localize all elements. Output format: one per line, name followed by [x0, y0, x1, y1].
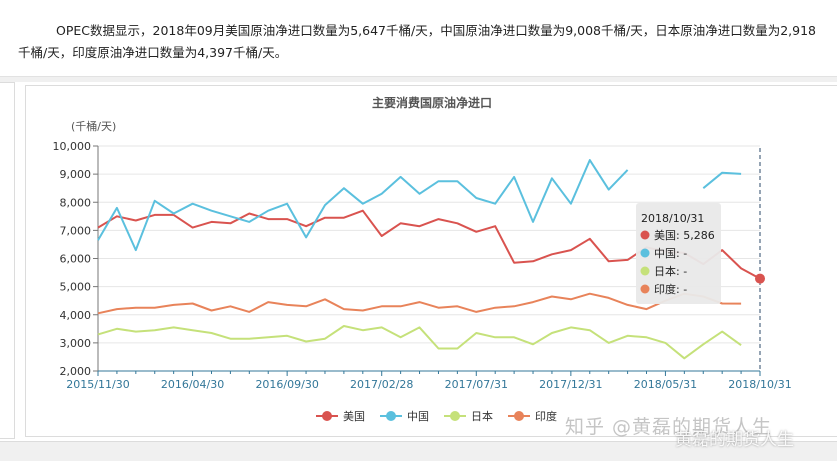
tooltip-box	[636, 203, 721, 304]
y-tick-label: 10,000	[53, 140, 92, 153]
legend-label: 印度	[535, 409, 557, 423]
y-tick-label: 8,000	[60, 196, 92, 209]
y-tick-label: 4,000	[60, 309, 92, 322]
legend-label: 日本	[471, 409, 493, 423]
x-tick-label: 2017/07/31	[445, 378, 508, 391]
legend-marker	[322, 411, 332, 421]
y-tick-label: 2,000	[60, 365, 92, 378]
legend-marker	[386, 411, 396, 421]
legend[interactable]: 美国 中国 日本 印度	[316, 409, 557, 423]
y-tick-label: 9,000	[60, 168, 92, 181]
y-axis-ticks: 2,000 3,000 4,000 5,000 6,000 7,000 8,000 9,000…	[53, 140, 99, 378]
y-tick-label: 6,000	[60, 253, 92, 266]
grid-lines	[98, 145, 760, 372]
tooltip-marker-india	[640, 284, 650, 294]
article-section: OPEC数据显示，2018年09月美国原油净进口数量为5,647千桶/天，中国原…	[0, 0, 837, 76]
article-text: OPEC数据显示，2018年09月美国原油净进口数量为5,647千桶/天，中国原…	[18, 23, 816, 60]
bottom-bar	[0, 441, 837, 461]
legend-marker	[514, 411, 524, 421]
y-tick-label: 5,000	[60, 281, 92, 294]
legend-label: 美国	[343, 410, 365, 423]
legend-item-japan[interactable]: 日本	[444, 409, 493, 423]
tooltip-marker-japan	[640, 266, 650, 276]
series-line-china	[97, 159, 742, 252]
legend-item-us[interactable]: 美国	[316, 410, 365, 423]
tooltip-row-japan: 日本: -	[654, 264, 687, 278]
x-tick-label: 2017/02/28	[350, 378, 413, 391]
legend-item-india[interactable]: 印度	[508, 409, 557, 423]
watermark: 知乎 @黄磊的期货人生	[565, 416, 773, 438]
x-tick-label: 2017/12/31	[539, 378, 602, 391]
chart-panel: 主要消费国原油净进口 (千桶/天) 2,000 3,000 4,000 5,000 6,…	[25, 85, 837, 437]
y-tick-label: 7,000	[60, 224, 92, 237]
y-tick-label: 3,000	[60, 337, 92, 350]
x-tick-label: 2018/10/31	[728, 378, 791, 391]
y-axis-label: (千桶/天)	[71, 119, 116, 133]
chart-title: 主要消费国原油净进口	[372, 95, 492, 110]
x-tick-label: 2016/09/30	[255, 378, 318, 391]
left-panel	[0, 82, 15, 439]
x-axis: 2015/11/30 2016/04/30 2016/09/30 2017/02/28…	[66, 370, 792, 391]
x-tick-label: 2016/04/30	[161, 378, 224, 391]
x-tick-label: 2018/05/31	[634, 378, 697, 391]
legend-marker	[450, 411, 460, 421]
tooltip-date: 2018/10/31	[641, 212, 704, 225]
tooltip-marker-us	[640, 230, 650, 240]
tooltip-row-us: 美国: 5,286	[654, 229, 715, 242]
chart-svg: 主要消费国原油净进口 (千桶/天) 2,000 3,000 4,000 5,000 6,…	[53, 95, 792, 423]
series-line-india	[97, 292, 742, 315]
legend-item-china[interactable]: 中国	[380, 410, 429, 423]
series-line-japan	[97, 325, 742, 360]
hover-cursor	[755, 148, 765, 371]
tooltip: 2018/10/31 美国: 5,286 中国: - 日本: - 印度: -	[636, 203, 721, 304]
tooltip-marker-china	[640, 248, 650, 258]
legend-label: 中国	[407, 410, 429, 423]
highlight-point	[755, 273, 765, 284]
tooltip-row-china: 中国: -	[654, 247, 687, 260]
x-tick-label: 2015/11/30	[66, 378, 129, 391]
tooltip-row-india: 印度: -	[654, 282, 687, 296]
section-divider	[0, 76, 837, 82]
watermark-overlay: 黄磊的期货人生	[675, 430, 794, 450]
